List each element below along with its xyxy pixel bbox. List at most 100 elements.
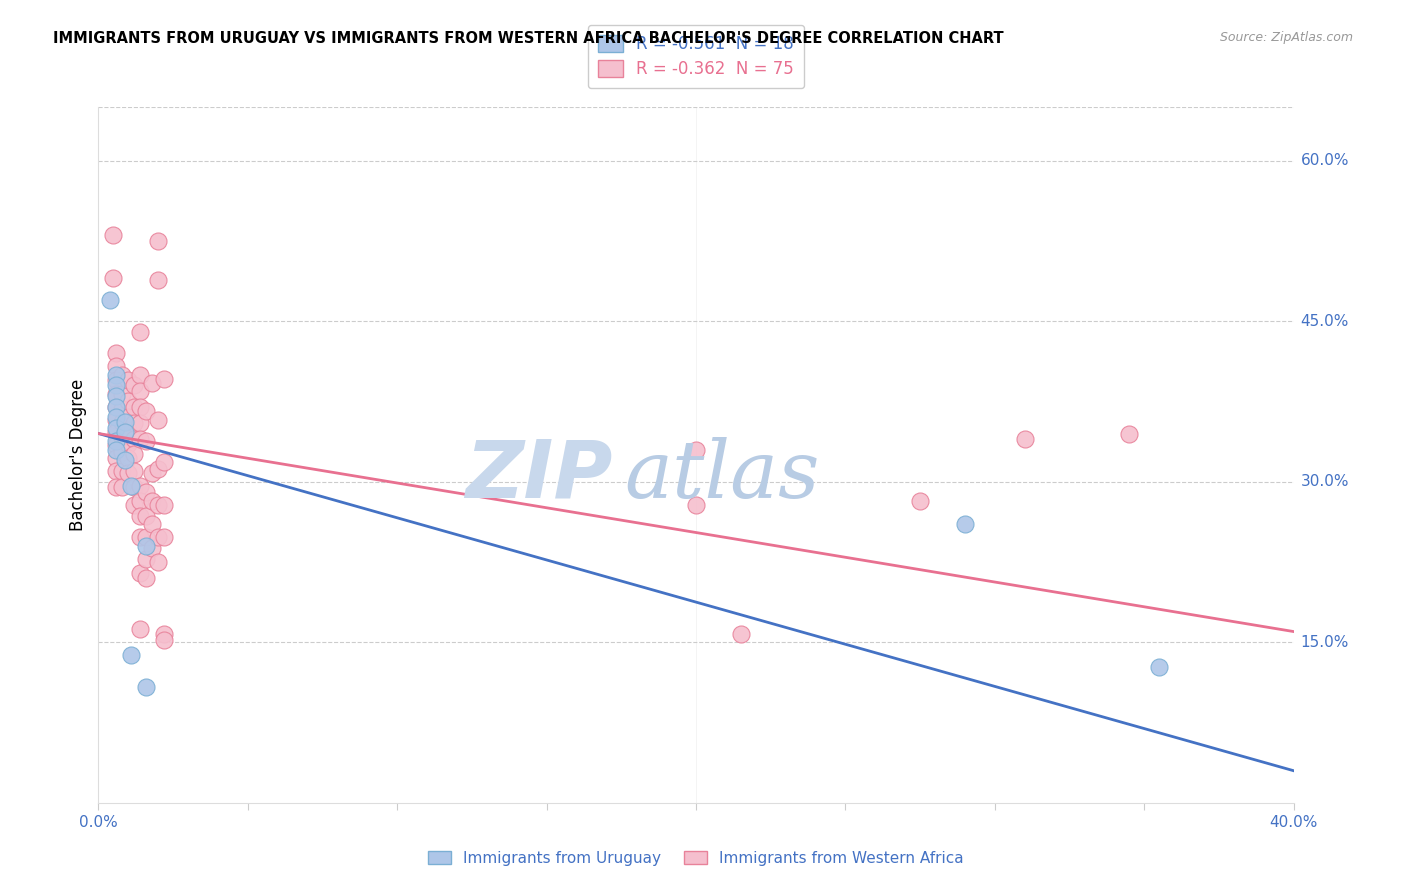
Point bbox=[103, 228, 125, 243]
Point bbox=[111, 387, 134, 401]
Point bbox=[105, 438, 128, 452]
Point bbox=[105, 421, 128, 435]
Point bbox=[120, 479, 142, 493]
Point bbox=[135, 539, 157, 553]
Y-axis label: Bachelor's Degree: Bachelor's Degree bbox=[69, 379, 87, 531]
Point bbox=[105, 442, 128, 457]
Point bbox=[1014, 432, 1036, 446]
Text: 60.0%: 60.0% bbox=[1301, 153, 1348, 168]
Point bbox=[117, 394, 139, 409]
Point bbox=[105, 387, 128, 401]
Point bbox=[124, 416, 146, 430]
Point bbox=[124, 447, 146, 461]
Text: 45.0%: 45.0% bbox=[1301, 314, 1348, 328]
Point bbox=[111, 444, 134, 458]
Point bbox=[105, 451, 128, 466]
Point bbox=[117, 373, 139, 387]
Point bbox=[141, 494, 163, 508]
Text: 30.0%: 30.0% bbox=[1301, 475, 1348, 489]
Point bbox=[148, 498, 170, 512]
Point bbox=[135, 530, 157, 544]
Point bbox=[148, 273, 170, 287]
Point bbox=[117, 423, 139, 437]
Point bbox=[153, 372, 176, 386]
Point bbox=[124, 378, 146, 392]
Point bbox=[1118, 426, 1140, 441]
Point bbox=[135, 508, 157, 523]
Text: IMMIGRANTS FROM URUGUAY VS IMMIGRANTS FROM WESTERN AFRICA BACHELOR'S DEGREE CORR: IMMIGRANTS FROM URUGUAY VS IMMIGRANTS FR… bbox=[53, 31, 1004, 46]
Point bbox=[105, 378, 128, 392]
Point bbox=[141, 541, 163, 555]
Point bbox=[129, 432, 152, 446]
Point bbox=[111, 430, 134, 444]
Point bbox=[141, 517, 163, 532]
Point bbox=[129, 508, 152, 523]
Point bbox=[129, 400, 152, 414]
Point bbox=[129, 494, 152, 508]
Point bbox=[135, 434, 157, 448]
Point bbox=[129, 479, 152, 493]
Text: Source: ZipAtlas.com: Source: ZipAtlas.com bbox=[1219, 31, 1353, 45]
Point bbox=[135, 404, 157, 418]
Point bbox=[105, 400, 128, 414]
Point bbox=[105, 389, 128, 403]
Point bbox=[153, 626, 176, 640]
Point bbox=[114, 453, 136, 467]
Point bbox=[1147, 660, 1170, 674]
Point bbox=[105, 373, 128, 387]
Point bbox=[111, 464, 134, 478]
Point bbox=[105, 368, 128, 382]
Point bbox=[124, 400, 146, 414]
Point bbox=[105, 412, 128, 426]
Point bbox=[117, 437, 139, 451]
Point bbox=[129, 368, 152, 382]
Point bbox=[148, 462, 170, 476]
Point bbox=[105, 480, 128, 494]
Point bbox=[124, 498, 146, 512]
Point bbox=[124, 480, 146, 494]
Point bbox=[111, 368, 134, 382]
Point bbox=[148, 412, 170, 426]
Point bbox=[135, 485, 157, 500]
Point bbox=[141, 376, 163, 391]
Point bbox=[105, 410, 128, 425]
Point bbox=[105, 464, 128, 478]
Point bbox=[105, 359, 128, 373]
Point bbox=[685, 442, 707, 457]
Point bbox=[105, 434, 128, 448]
Point bbox=[124, 464, 146, 478]
Text: ZIP: ZIP bbox=[465, 437, 612, 515]
Text: 15.0%: 15.0% bbox=[1301, 635, 1348, 649]
Point bbox=[153, 455, 176, 469]
Text: atlas: atlas bbox=[624, 437, 820, 515]
Point bbox=[111, 415, 134, 429]
Point bbox=[114, 425, 136, 440]
Point bbox=[908, 494, 931, 508]
Legend: Immigrants from Uruguay, Immigrants from Western Africa: Immigrants from Uruguay, Immigrants from… bbox=[422, 845, 970, 871]
Point bbox=[105, 400, 128, 414]
Point bbox=[129, 416, 152, 430]
Point bbox=[111, 401, 134, 416]
Point bbox=[153, 498, 176, 512]
Point bbox=[117, 466, 139, 480]
Point bbox=[153, 530, 176, 544]
Point bbox=[135, 571, 157, 585]
Point bbox=[129, 384, 152, 398]
Point bbox=[135, 551, 157, 566]
Point bbox=[129, 566, 152, 580]
Point bbox=[117, 451, 139, 466]
Point bbox=[129, 623, 152, 637]
Point bbox=[114, 415, 136, 429]
Point bbox=[148, 530, 170, 544]
Point bbox=[124, 432, 146, 446]
Point bbox=[148, 234, 170, 248]
Point bbox=[129, 325, 152, 339]
Point bbox=[730, 626, 752, 640]
Point bbox=[141, 466, 163, 480]
Point bbox=[685, 498, 707, 512]
Point bbox=[953, 517, 976, 532]
Point bbox=[105, 346, 128, 360]
Point bbox=[117, 410, 139, 425]
Point bbox=[120, 648, 142, 662]
Point bbox=[103, 271, 125, 285]
